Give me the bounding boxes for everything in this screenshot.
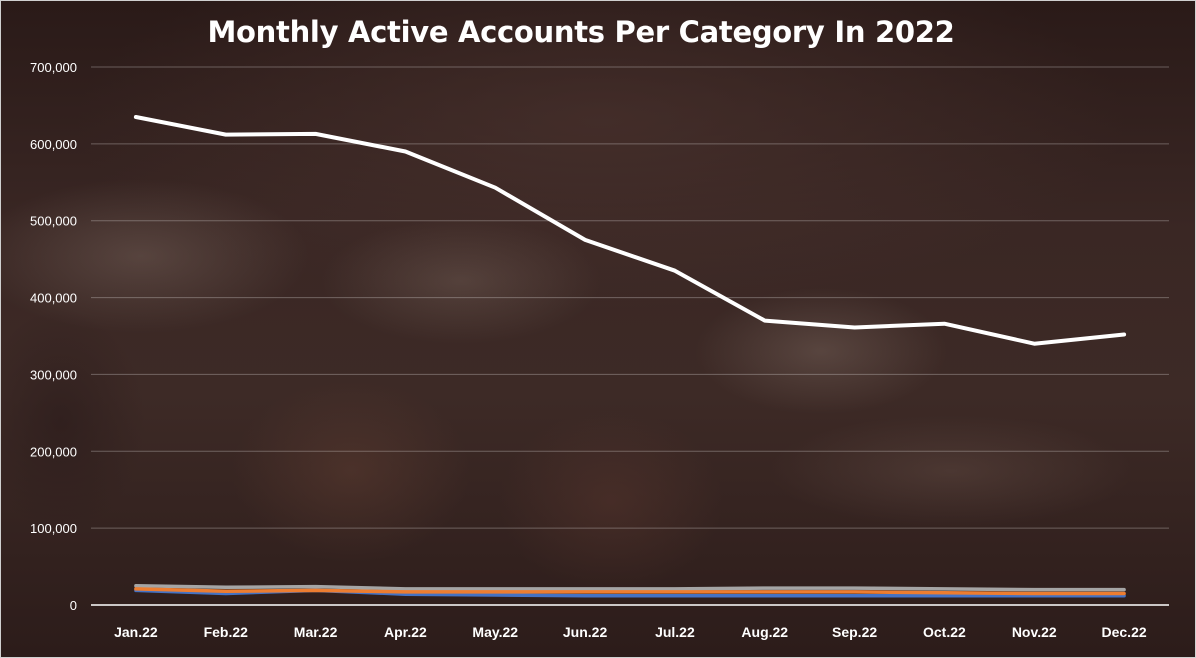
x-tick-label: Oct.22 [923,624,966,640]
x-tick-label: Dec.22 [1102,624,1147,640]
x-tick-label: Jun.22 [563,624,608,640]
y-tick-label: 100,000 [30,521,77,536]
x-tick-label: Jul.22 [655,624,695,640]
x-tick-label: Jan.22 [114,624,158,640]
x-tick-label: Sep.22 [832,624,877,640]
x-tick-label: Aug.22 [741,624,788,640]
series-line-1 [134,584,1126,592]
series-line-3 [134,587,1126,596]
y-tick-label: 600,000 [30,137,77,152]
y-tick-label: 400,000 [30,291,77,306]
chart-title: Monthly Active Accounts Per Category In … [207,15,955,49]
y-tick-label: 300,000 [30,367,77,382]
x-tick-label: Feb.22 [204,624,249,640]
y-tick-label: 200,000 [30,444,77,459]
x-tick-label: Apr.22 [384,624,427,640]
y-tick-label: 700,000 [30,60,77,75]
y-tick-label: 500,000 [30,214,77,229]
y-tick-label: 0 [70,598,77,613]
x-tick-label: May.22 [472,624,518,640]
x-tick-label: Nov.22 [1012,624,1057,640]
series-line-0 [133,115,1127,346]
x-tick-label: Mar.22 [294,624,338,640]
